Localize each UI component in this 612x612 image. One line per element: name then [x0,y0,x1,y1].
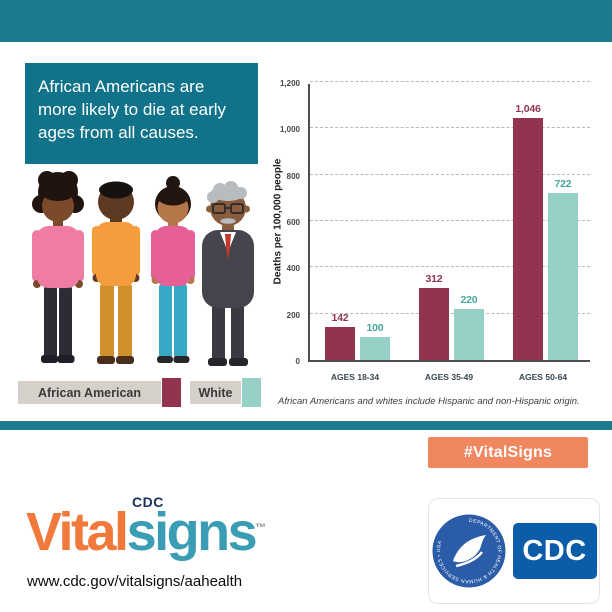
trademark-symbol: ™ [255,522,267,534]
x-axis-label: AGES 18-34 [330,372,380,382]
y-tick-label: 200 [286,310,300,320]
glasses-icon [212,203,244,214]
bar-group: 1,046 722 [513,103,578,360]
bar-group: 312 220 [419,273,484,360]
vitalsigns-logo: CDC Vitalsigns™ [26,494,356,568]
y-tick-label: 1,200 [279,79,300,88]
bar-value-label: 142 [331,312,349,325]
bar-column: 312 [419,273,449,360]
cdc-logo-text: CDC [522,534,587,567]
bar [513,117,543,360]
bar-column: 722 [548,178,578,360]
bar [419,287,449,360]
bar-value-label: 1,046 [515,102,541,115]
bar [325,327,355,360]
gridline [310,173,590,175]
bar-column: 142 [325,312,355,360]
headline-box: African Americans are more likely to die… [25,63,258,164]
footer-url: www.cdc.gov/vitalsigns/aahealth [27,573,243,590]
y-tick-label: 0 [295,357,300,366]
hhs-eagle-icon [452,535,486,563]
cdc-logo: CDC [512,523,597,579]
top-teal-bar [0,0,612,42]
people-illustration [32,171,254,366]
legend-swatch-african-american [162,378,181,407]
plot-area: 142 100 312 220 1,046 722 [308,81,590,362]
gridline [310,312,590,314]
gridline [310,220,590,221]
agency-logo-panel: DEPARTMENT OF HEALTH & HUMAN SERVICES • … [428,498,600,604]
logo-signs: signs [126,502,258,562]
legend-label-white: White [190,381,241,404]
y-tick-label: 400 [286,264,300,274]
y-tick-label: 800 [286,171,300,181]
bar-column: 220 [454,294,484,360]
bar-value-label: 312 [425,272,443,285]
x-labels: AGES 18-34 AGES 35-49 AGES 50-64 [308,372,590,386]
hhs-seal: DEPARTMENT OF HEALTH & HUMAN SERVICES • … [432,514,505,588]
figure-older-man [202,181,254,366]
y-ticks: 0 200 400 600 800 1,000 1,200 [266,79,306,366]
legend-swatch-white [242,378,261,407]
bar [548,192,578,360]
bar-column: 1,046 [513,103,543,360]
bar-value-label: 220 [460,294,478,307]
x-axis-label: AGES 50-64 [518,372,568,382]
vitalsigns-logo-wordmark: Vitalsigns™ [26,505,266,559]
y-tick-label: 600 [286,218,300,227]
bar [454,309,484,360]
vitalsigns-logo-cdc: CDC [132,494,164,510]
gridline [310,266,590,268]
bar-column: 100 [360,322,390,360]
bar [360,336,390,360]
figure-woman-pink-sweater [32,171,84,363]
headline-text: African Americans are more likely to die… [38,77,227,143]
bar-value-label: 100 [366,321,384,334]
bar-value-label: 722 [554,177,572,190]
gridline [310,81,590,82]
legend-label-african-american: African American [18,381,161,404]
figure-woman-teal-pants [151,176,195,363]
teal-divider [0,421,612,430]
gridline [310,127,590,129]
bar-group: 142 100 [325,312,390,360]
chart-footnote: African Americans and whites include His… [278,396,580,407]
hhs-eagle-wing [455,551,483,568]
x-axis-label: AGES 35-49 [424,372,474,382]
y-tick-label: 1,000 [279,125,300,135]
figure-man-orange-shirt [92,181,140,364]
bar-chart: Deaths per 100,000 people 0 200 400 600 800 1… [266,79,612,424]
logo-vital: Vital [26,502,129,562]
vitalsigns-hashtag-badge: #VitalSigns [428,437,588,468]
